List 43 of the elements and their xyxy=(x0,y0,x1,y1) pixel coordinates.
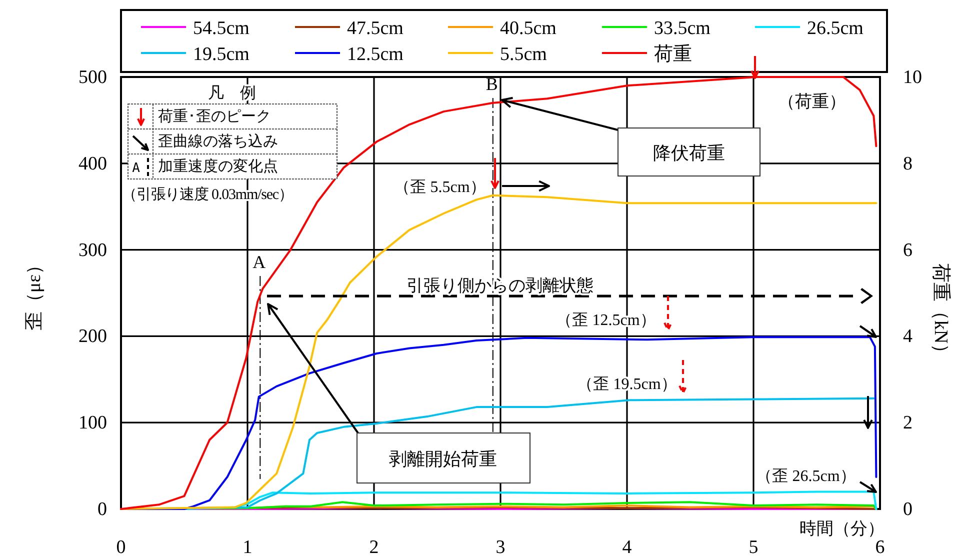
legend-label: 5.5cm xyxy=(500,44,548,65)
x-axis-title: 時間（分） xyxy=(800,519,884,538)
x-tick-label: 4 xyxy=(622,537,632,556)
x-tick-label: 6 xyxy=(875,537,885,556)
x-tick-label: 0 xyxy=(116,537,126,556)
line-series xyxy=(120,76,878,510)
annotation: （歪 5.5cm） xyxy=(394,179,486,196)
x-tick-label: 3 xyxy=(496,537,506,556)
annotation: 剥離開始荷重 xyxy=(389,449,497,469)
annotation: （荷重） xyxy=(778,92,846,111)
annotation: 加重速度の変化点 xyxy=(158,158,278,175)
annotation: 降伏荷重 xyxy=(653,143,725,163)
y-tick-label: 500 xyxy=(78,67,107,88)
y-tick-label: 200 xyxy=(78,326,107,348)
legend-label: 荷重 xyxy=(654,44,692,65)
y-tick-label: 300 xyxy=(78,240,107,261)
annotation: （歪 26.5cm） xyxy=(756,468,856,485)
x-tick-label: 2 xyxy=(369,537,379,556)
ref-line-label: A xyxy=(252,252,266,272)
annotation: 荷重･歪のピーク xyxy=(158,108,271,125)
y2-tick-label: 6 xyxy=(903,240,912,261)
ref-line-label: B xyxy=(486,74,498,94)
legend-label: 19.5cm xyxy=(193,44,250,65)
legend-label: 54.5cm xyxy=(193,18,250,39)
y2-tick-label: 4 xyxy=(903,326,913,348)
y-tick-label: 400 xyxy=(78,153,107,174)
legend-label: 47.5cm xyxy=(347,18,404,39)
y2-tick-label: 0 xyxy=(903,499,912,520)
annotation: 歪曲線の落ち込み xyxy=(158,133,278,150)
legend-label: 12.5cm xyxy=(347,44,404,65)
y2-tick-label: 2 xyxy=(903,412,912,434)
y2-tick-label: 8 xyxy=(903,153,912,174)
legend-label: 40.5cm xyxy=(500,18,557,39)
y-tick-label: 100 xyxy=(78,412,107,434)
x-tick-label: 5 xyxy=(748,537,758,556)
legend-label: 26.5cm xyxy=(807,18,864,39)
annotation: A xyxy=(132,161,140,176)
x-tick-label: 1 xyxy=(242,537,252,556)
y-tick-label: 0 xyxy=(98,499,107,520)
legend-label: 33.5cm xyxy=(654,18,711,39)
y2-tick-label: 10 xyxy=(903,67,922,88)
y2-axis-title: 荷重（kN） xyxy=(930,263,951,363)
y-axis-title: 歪（με） xyxy=(24,255,45,331)
